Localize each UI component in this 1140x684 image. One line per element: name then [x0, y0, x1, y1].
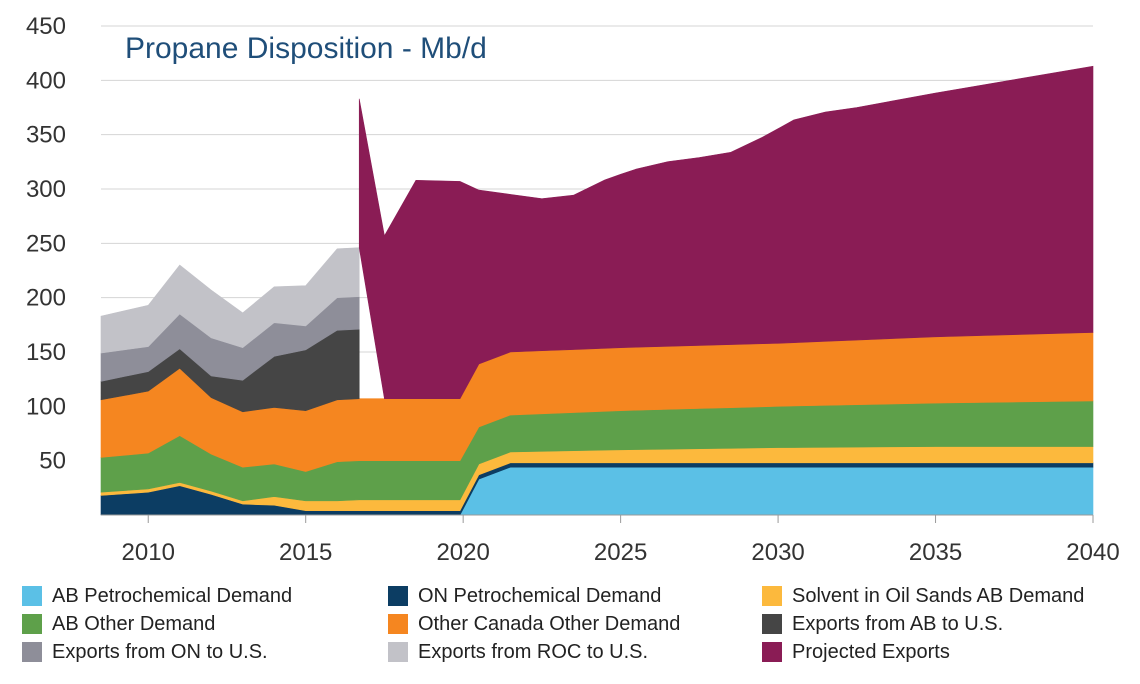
legend-label: ON Petrochemical Demand — [418, 584, 662, 607]
x-tick-label: 2030 — [751, 539, 804, 566]
legend-label: Exports from AB to U.S. — [792, 612, 1004, 635]
legend-item: Exports from AB to U.S. — [762, 612, 1137, 636]
x-tick-label: 2025 — [594, 539, 647, 566]
legend-label: Projected Exports — [792, 640, 950, 663]
y-tick-label: 200 — [26, 285, 66, 312]
x-tick-label: 2015 — [279, 539, 332, 566]
y-tick-label: 450 — [26, 13, 66, 40]
y-tick-label: 100 — [26, 393, 66, 420]
legend-swatch — [22, 614, 42, 634]
x-tick-label: 2040 — [1066, 539, 1119, 566]
area-layer — [100, 65, 1094, 516]
chart-title: Propane Disposition - Mb/d — [125, 32, 487, 65]
x-tick-label: 2010 — [122, 539, 175, 566]
legend-label: AB Petrochemical Demand — [52, 584, 293, 607]
legend-swatch — [388, 586, 408, 606]
legend-item: Exports from ON to U.S. — [22, 640, 388, 664]
legend-swatch — [388, 642, 408, 662]
legend-label: Exports from ON to U.S. — [52, 640, 268, 663]
chart-canvas: 50 100 150 200 250 300 350 400 450 2010 2015 2020 20… — [26, 13, 1120, 566]
legend-label: Other Canada Other Demand — [418, 612, 681, 635]
legend-swatch — [762, 586, 782, 606]
legend-swatch — [762, 614, 782, 634]
y-tick-label: 250 — [26, 230, 66, 257]
x-tick-label: 2035 — [909, 539, 962, 566]
legend-item: AB Petrochemical Demand — [22, 584, 388, 608]
y-tick-label: 400 — [26, 67, 66, 94]
legend-swatch — [762, 642, 782, 662]
legend-item: Other Canada Other Demand — [388, 612, 762, 636]
axis-layer: 50 100 150 200 250 300 350 400 450 2010 2015 2020 20… — [26, 13, 1120, 566]
legend-swatch — [22, 642, 42, 662]
legend-swatch — [388, 614, 408, 634]
legend-item: Projected Exports — [762, 640, 1137, 664]
y-tick-label: 50 — [39, 448, 66, 475]
legend-item: ON Petrochemical Demand — [388, 584, 762, 608]
legend-item: Exports from ROC to U.S. — [388, 640, 762, 664]
y-tick-label: 300 — [26, 176, 66, 203]
area-exports-from-roc-to-u-s- — [100, 247, 360, 354]
legend-item: AB Other Demand — [22, 612, 388, 636]
legend-swatch — [22, 586, 42, 606]
y-tick-label: 150 — [26, 339, 66, 366]
y-tick-label: 350 — [26, 122, 66, 149]
legend: AB Petrochemical Demand ON Petrochemical… — [22, 584, 1137, 664]
x-tick-label: 2020 — [436, 539, 489, 566]
area-projected-exports — [358, 65, 1094, 400]
legend-label: Solvent in Oil Sands AB Demand — [792, 584, 1085, 607]
legend-item: Solvent in Oil Sands AB Demand — [762, 584, 1137, 608]
legend-label: AB Other Demand — [52, 612, 216, 635]
legend-label: Exports from ROC to U.S. — [418, 640, 649, 663]
